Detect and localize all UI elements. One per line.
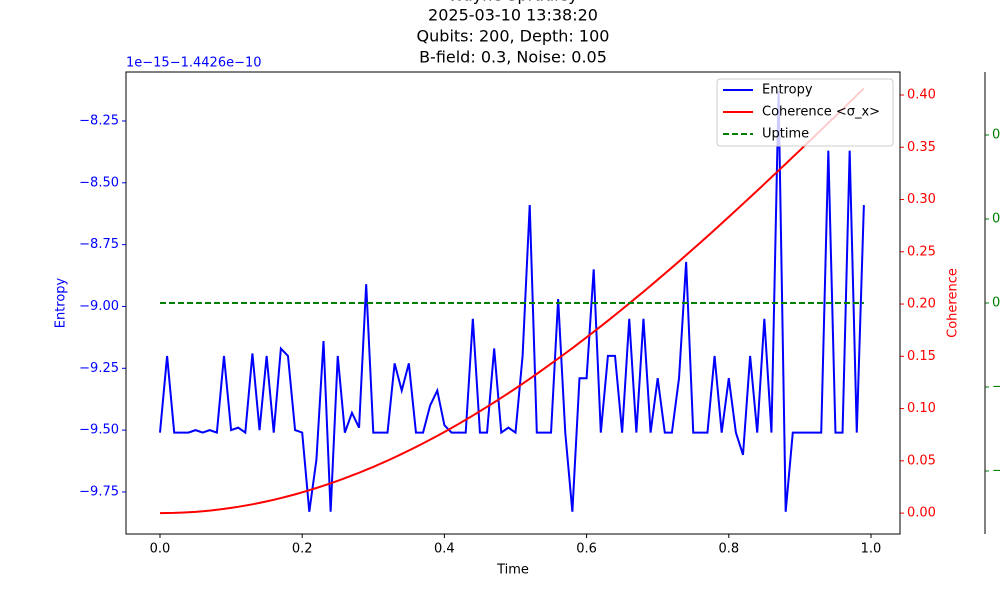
y-axis-label: Entropy [54,277,69,328]
x-axis-label: Time [496,563,529,578]
y2-tick-label: 0.25 [907,244,936,259]
x-tick-label: 1.0 [861,542,882,557]
title-line: B-field: 0.3, Noise: 0.05 [419,48,607,67]
title-line: Wayne Spradley [448,0,578,5]
y-tick-label: −9.25 [79,361,119,376]
y-tick-label: −9.00 [79,299,119,314]
y3-tick-label: 0.00 [992,296,1000,311]
y-tick-label: −8.25 [79,113,119,128]
x-tick-label: 0.0 [150,542,171,557]
y2-tick-label: 0.40 [907,87,936,102]
plot-frame [125,71,901,535]
y2-tick-label: 0.10 [907,401,936,416]
legend-label: Entropy [762,83,813,98]
legend-label: Uptime [762,127,809,142]
x-tick-label: 0.6 [576,542,597,557]
x-tick-label: 0.2 [292,542,313,557]
offset-text: 1e−15−1.4426e−10 [126,56,262,71]
y-tick-label: −8.75 [79,237,119,252]
x-tick-label: 0.8 [718,542,739,557]
title-line: 2025-03-10 13:38:20 [428,6,598,25]
y3-tick-label: −0.04 [992,464,1000,479]
legend-label: Coherence <σ_x> [762,105,880,120]
y3-tick-label: 0.02 [992,212,1000,227]
y2-tick-label: 0.00 [907,506,936,521]
title-line: Qubits: 200, Depth: 100 [417,27,610,46]
y2-tick-label: 0.05 [907,453,936,468]
series-line [159,87,865,515]
x-tick-label: 0.4 [434,542,455,557]
y2-tick-label: 0.30 [907,192,936,207]
y2-tick-label: 0.15 [907,349,936,364]
y2-axis-label: Coherence [946,268,961,338]
series-line [158,91,865,512]
legend-box [716,78,894,147]
y3-tick-label: 0.04 [992,128,1000,143]
y-tick-label: −9.75 [79,484,119,499]
y-tick-label: −8.50 [79,175,119,190]
y2-tick-label: 0.35 [907,140,936,155]
y2-tick-label: 0.20 [907,297,936,312]
y3-tick-label: −0.02 [992,380,1000,395]
y-tick-label: −9.50 [79,423,119,438]
